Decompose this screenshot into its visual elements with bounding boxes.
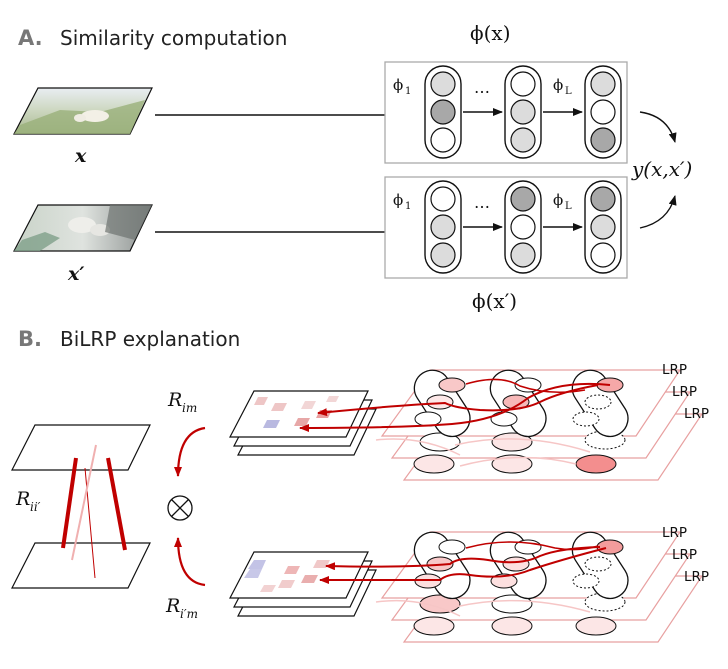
phi-l-sub: L (565, 201, 572, 212)
neuron (510, 99, 536, 125)
phi-1-label: ϕ (393, 191, 403, 209)
phi-x-label: ϕ(x) (470, 21, 511, 45)
neuron (430, 71, 456, 97)
input-image-xprime (13, 204, 153, 252)
x-label: x (74, 145, 87, 167)
neuron (430, 127, 456, 153)
layer-stack-top (299, 369, 704, 481)
neuron (590, 214, 616, 240)
ellipsis: … (474, 193, 490, 212)
section-b-letter: B. (18, 327, 42, 351)
neuron (590, 71, 616, 97)
neuron (590, 186, 616, 212)
ellipsis: … (474, 78, 490, 97)
neuron (510, 127, 536, 153)
arrow-to-output-top (639, 111, 677, 143)
r-im-label: R (167, 389, 182, 411)
neuron (590, 127, 616, 153)
phi-l-label: ϕ (553, 76, 563, 94)
phi-1-label: ϕ (393, 76, 403, 94)
neuron (430, 99, 456, 125)
phi-1-sub: 1 (405, 86, 411, 97)
phi-l-label: ϕ (553, 191, 563, 209)
heatmap-stack-bottom (229, 551, 377, 617)
neuron (430, 186, 456, 212)
lrp-label: LRP (662, 362, 687, 378)
arrow-rim-to-otimes (174, 426, 206, 477)
input-image-x (13, 87, 153, 135)
network-panel-x: ϕ 1 … ϕ L (384, 61, 628, 164)
neuron (430, 214, 456, 240)
output-label: y(x,x′) (631, 157, 692, 181)
neuron (510, 242, 536, 268)
layer-stack-bottom (319, 531, 704, 643)
r-im-sub: im (182, 401, 197, 415)
section-b-title: BiLRP explanation (60, 327, 240, 351)
r-iiprime-sub: ii′ (30, 500, 41, 514)
lrp-label: LRP (672, 384, 697, 400)
arrow-riprimem-to-otimes (174, 537, 206, 587)
lrp-label: LRP (684, 406, 709, 422)
neuron (510, 186, 536, 212)
r-iiprime-label: R (15, 488, 30, 510)
section-a-letter: A. (18, 26, 43, 50)
lrp-label: LRP (684, 569, 709, 585)
pairwise-relevance-planes (11, 424, 151, 589)
r-iprime-m-label: R (165, 595, 180, 617)
neuron (510, 214, 536, 240)
lrp-label: LRP (662, 525, 687, 541)
neuron (510, 71, 536, 97)
xprime-label: x′ (67, 263, 84, 285)
heatmap-stack-top (229, 390, 377, 456)
neuron (590, 242, 616, 268)
r-iprime-m-sub: i′m (180, 607, 198, 621)
section-a-title: Similarity computation (60, 26, 287, 50)
phi-1-sub: 1 (405, 201, 411, 212)
lrp-label: LRP (672, 547, 697, 563)
neuron (430, 242, 456, 268)
network-panel-xprime: ϕ 1 … ϕ L (384, 176, 628, 279)
phi-xprime-label: ϕ(x′) (472, 289, 517, 313)
arrow-to-output-bottom (639, 195, 677, 229)
neuron (590, 99, 616, 125)
phi-l-sub: L (565, 86, 572, 97)
